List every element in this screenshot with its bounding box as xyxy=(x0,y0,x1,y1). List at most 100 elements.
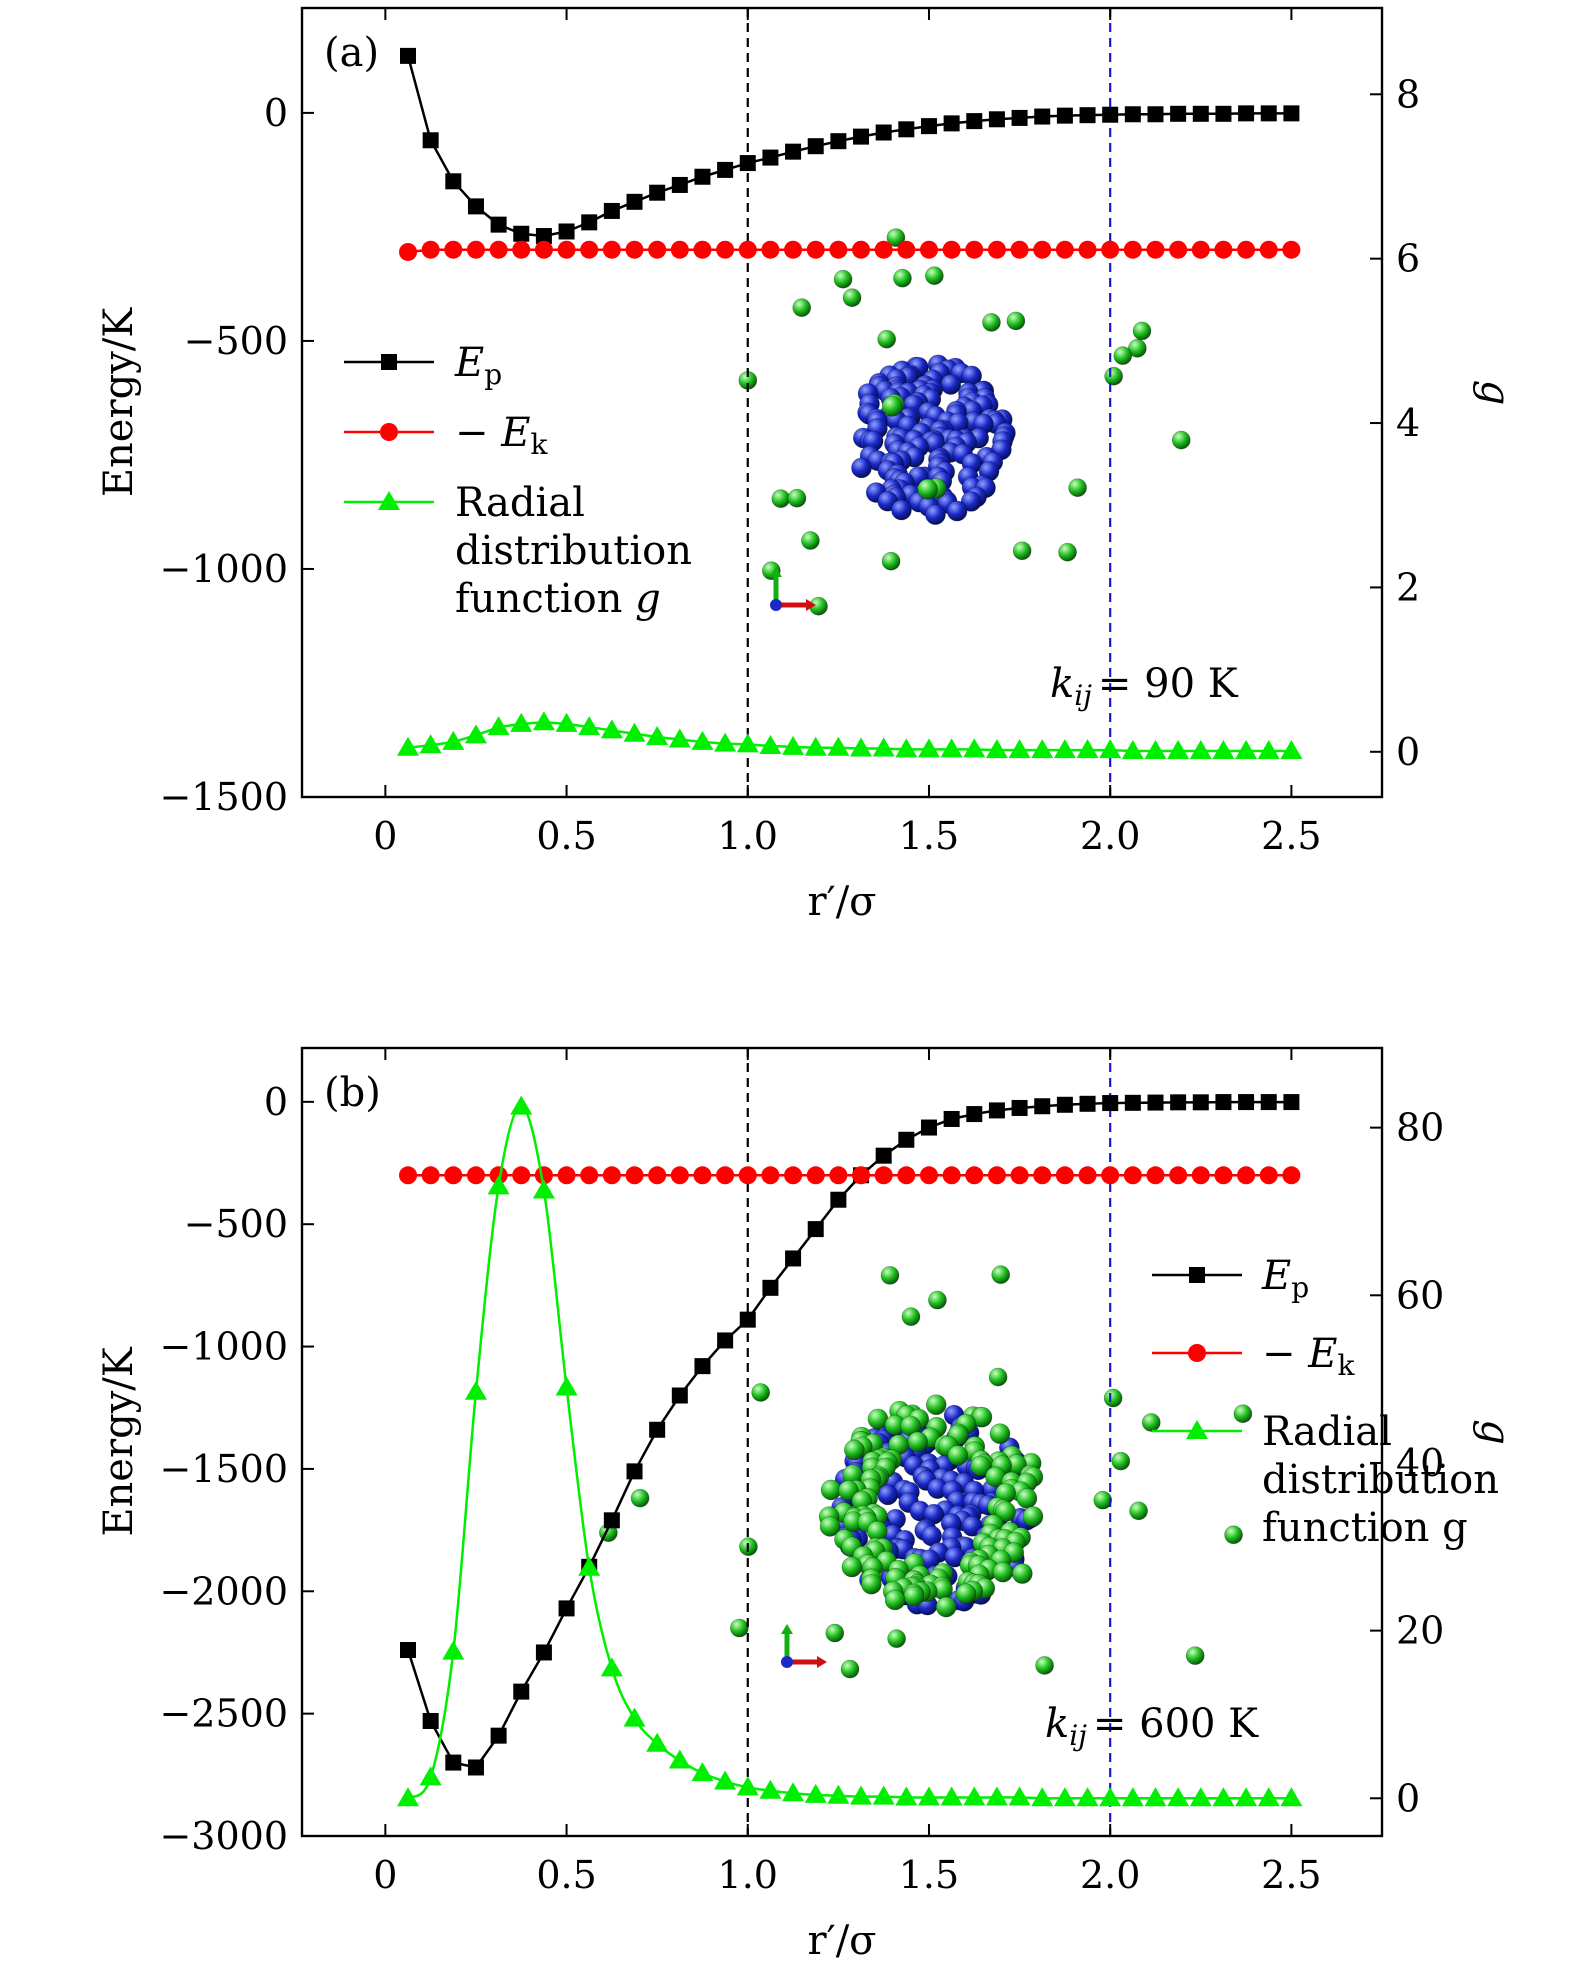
panel-label: (a) xyxy=(324,30,379,76)
point-Ep-16 xyxy=(762,149,779,166)
point-Ep-30 xyxy=(1079,1095,1096,1112)
atom xyxy=(1129,1501,1148,1521)
point--Ek-11 xyxy=(648,1166,667,1185)
atom xyxy=(907,1431,928,1453)
point-g-9 xyxy=(600,719,623,739)
legend-label-Ep: Ep xyxy=(1261,1253,1309,1304)
point--Ek-20 xyxy=(852,240,871,259)
point-Ep-33 xyxy=(1147,106,1164,123)
legend-label-g: distribution xyxy=(455,528,692,574)
x-tick-label: 1.0 xyxy=(718,814,778,858)
point--Ek-3 xyxy=(466,1166,485,1185)
point-g-30 xyxy=(1076,739,1099,759)
point--Ek-10 xyxy=(625,1166,644,1185)
point--Ek-13 xyxy=(693,1166,712,1185)
atom xyxy=(946,500,968,522)
x-tick-label: 0.5 xyxy=(536,1853,596,1897)
y-tick-label-right: 0 xyxy=(1396,730,1420,774)
x-tick-label: 1.5 xyxy=(899,1853,959,1897)
atom xyxy=(901,1307,921,1326)
point--Ek-22 xyxy=(897,1166,916,1185)
point-g-26 xyxy=(985,739,1008,759)
x-axis-label: r′/σ xyxy=(808,1918,877,1964)
point-Ep-24 xyxy=(943,115,960,132)
y-axis-label-right: g xyxy=(1472,380,1518,406)
point-g-34 xyxy=(1167,739,1190,759)
point-g-13 xyxy=(691,1762,714,1782)
point-g-38 xyxy=(1257,1787,1280,1807)
point-g-28 xyxy=(1031,1787,1054,1807)
point--Ek-27 xyxy=(1010,240,1029,259)
atom xyxy=(891,499,912,521)
series-line--Ek xyxy=(407,248,1292,254)
x-tick-label: 0.5 xyxy=(536,814,596,858)
point--Ek-5 xyxy=(512,240,531,259)
x-tick-label: 2.0 xyxy=(1080,814,1140,858)
x-tick-label: 1.0 xyxy=(718,1853,778,1897)
point-g-17 xyxy=(782,735,805,755)
point--Ek-0 xyxy=(399,1166,418,1185)
atom xyxy=(771,489,791,508)
atom xyxy=(1016,1488,1038,1509)
point-g-23 xyxy=(917,1786,940,1806)
point--Ek-37 xyxy=(1237,240,1256,259)
point-Ep-5 xyxy=(513,1683,530,1700)
point--Ek-15 xyxy=(738,1166,757,1185)
point-g-29 xyxy=(1053,739,1076,759)
point-g-31 xyxy=(1099,739,1122,759)
point-g-30 xyxy=(1076,1787,1099,1807)
point--Ek-30 xyxy=(1078,1166,1097,1185)
legend-marker-Ep xyxy=(381,354,397,370)
point-Ep-12 xyxy=(671,1387,688,1404)
point--Ek-8 xyxy=(580,1166,599,1185)
atom xyxy=(1111,1451,1131,1471)
atom xyxy=(1132,321,1152,341)
point--Ek-12 xyxy=(670,240,689,259)
point-Ep-2 xyxy=(445,1754,462,1771)
point-Ep-10 xyxy=(626,1463,643,1480)
atom xyxy=(1012,541,1032,561)
point-g-6 xyxy=(532,1179,555,1199)
point--Ek-35 xyxy=(1191,1166,1210,1185)
legend-label-g: distribution xyxy=(1262,1457,1499,1503)
point-g-32 xyxy=(1121,1787,1144,1807)
atom xyxy=(988,1367,1008,1387)
point-g-35 xyxy=(1189,1787,1212,1807)
atom xyxy=(1128,338,1147,358)
atom xyxy=(844,1439,865,1461)
legend-label-g: Radial xyxy=(1262,1409,1392,1455)
point-g-22 xyxy=(895,738,918,758)
atom xyxy=(1006,311,1026,331)
point-g-4 xyxy=(487,716,510,736)
atom xyxy=(1103,1388,1123,1408)
atom xyxy=(630,1488,650,1508)
point-Ep-34 xyxy=(1170,105,1187,122)
point-g-0 xyxy=(397,1787,420,1807)
point--Ek-10 xyxy=(625,240,644,259)
y-tick-label-right: 40 xyxy=(1396,1441,1444,1485)
x-tick-label: 2.5 xyxy=(1261,1853,1321,1897)
point--Ek-19 xyxy=(829,1166,848,1185)
point--Ek-36 xyxy=(1214,240,1233,259)
point-g-16 xyxy=(759,1779,782,1799)
point-g-5 xyxy=(510,1095,533,1115)
point-Ep-25 xyxy=(966,113,983,130)
x-tick-label: 2.5 xyxy=(1261,814,1321,858)
point--Ek-32 xyxy=(1123,240,1142,259)
y-axis-label-left: Energy/K xyxy=(96,307,142,497)
atom xyxy=(1058,542,1077,562)
point-g-15 xyxy=(736,733,759,753)
x-axis-label: r′/σ xyxy=(808,879,877,925)
series-line-Ep xyxy=(406,1100,1292,1769)
atom xyxy=(833,269,853,289)
point-Ep-3 xyxy=(467,198,484,215)
y-tick-label-left: 0 xyxy=(264,1080,288,1124)
point-Ep-10 xyxy=(626,193,643,210)
point-Ep-23 xyxy=(920,118,937,135)
atom xyxy=(877,329,896,349)
point-Ep-24 xyxy=(943,1110,960,1127)
point--Ek-35 xyxy=(1191,240,1210,259)
point-Ep-11 xyxy=(649,184,666,201)
